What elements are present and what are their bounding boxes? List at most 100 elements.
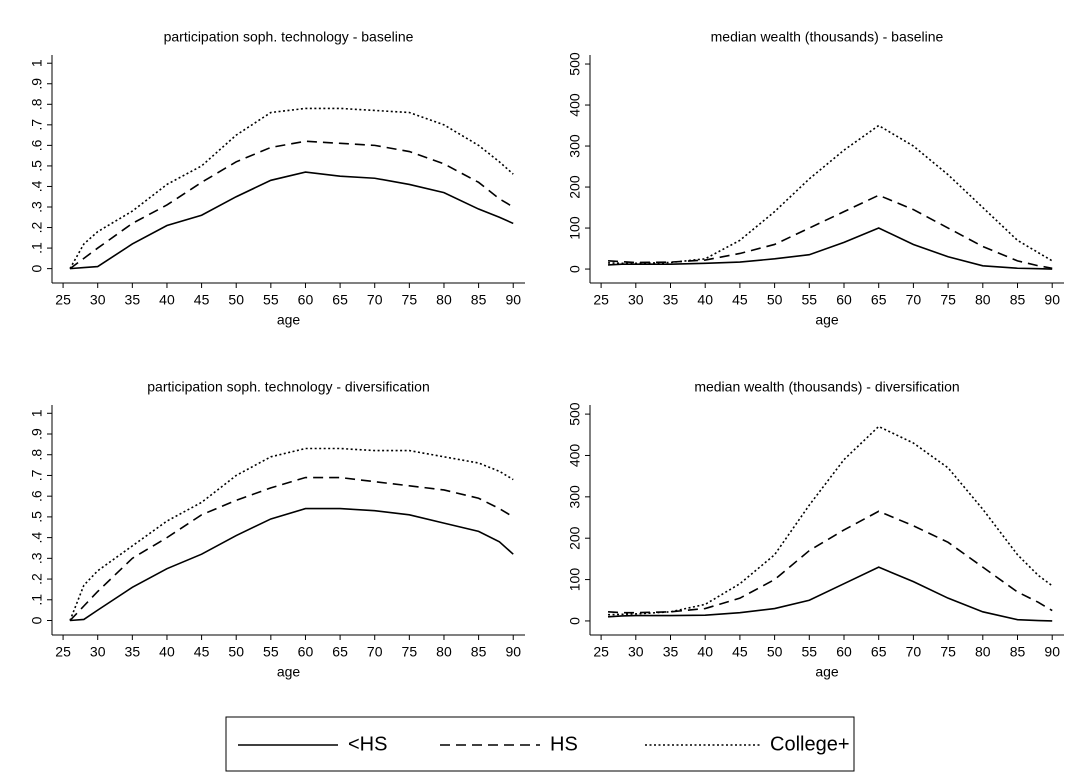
chart-title: median wealth (thousands) - baseline — [711, 29, 944, 45]
x-tick-label: 65 — [871, 292, 887, 308]
y-tick-label: 100 — [567, 216, 583, 240]
y-tick-label: 500 — [567, 52, 583, 76]
x-tick-label: 60 — [298, 644, 314, 660]
series-line — [69, 507, 514, 622]
x-tick-label: 30 — [628, 292, 644, 308]
y-tick-label: 300 — [567, 485, 583, 509]
y-tick-label: 200 — [567, 526, 583, 550]
x-tick-label: 60 — [836, 292, 852, 308]
x-tick-label: 50 — [228, 644, 244, 660]
x-tick-label: 85 — [1010, 292, 1026, 308]
y-tick-label: .8 — [29, 98, 45, 110]
y-tick-label: .7 — [29, 119, 45, 131]
x-tick-label: 40 — [697, 644, 713, 660]
x-tick-label: 25 — [593, 644, 609, 660]
legend-label: HS — [550, 733, 578, 755]
y-tick-label: .9 — [29, 428, 45, 440]
x-tick-label: 60 — [836, 644, 852, 660]
y-tick-label: 500 — [567, 402, 583, 426]
x-tick-label: 55 — [802, 644, 818, 660]
y-tick-label: 400 — [567, 93, 583, 117]
y-tick-label: 1 — [29, 409, 45, 417]
x-tick-label: 80 — [975, 644, 991, 660]
x-axis-label: age — [815, 664, 839, 680]
x-tick-label: 90 — [1044, 292, 1060, 308]
x-tick-label: 50 — [767, 644, 783, 660]
y-tick-label: .3 — [29, 552, 45, 564]
y-tick-label: .1 — [29, 242, 45, 254]
x-tick-label: 35 — [125, 644, 141, 660]
series-line — [608, 425, 1053, 616]
x-tick-label: 25 — [55, 292, 71, 308]
x-tick-label: 85 — [1010, 644, 1026, 660]
x-tick-label: 40 — [159, 292, 175, 308]
x-tick-label: 80 — [975, 292, 991, 308]
x-tick-label: 30 — [628, 644, 644, 660]
x-tick-label: 85 — [471, 292, 487, 308]
x-axis-label: age — [277, 664, 301, 680]
x-tick-label: 55 — [802, 292, 818, 308]
x-tick-label: 85 — [471, 644, 487, 660]
x-tick-label: 45 — [194, 292, 210, 308]
series-line — [69, 476, 514, 622]
x-tick-label: 25 — [55, 644, 71, 660]
x-tick-label: 70 — [367, 644, 383, 660]
x-tick-label: 65 — [332, 644, 348, 660]
x-tick-label: 75 — [940, 292, 956, 308]
x-tick-label: 35 — [125, 292, 141, 308]
series-line — [607, 227, 1053, 270]
x-tick-label: 50 — [767, 292, 783, 308]
chart-title: participation soph. technology - baselin… — [164, 29, 414, 45]
x-axis-label: age — [277, 312, 301, 328]
x-tick-label: 65 — [871, 644, 887, 660]
x-tick-label: 80 — [436, 292, 452, 308]
y-tick-label: .5 — [29, 160, 45, 172]
y-tick-label: .7 — [29, 469, 45, 481]
series-line — [69, 140, 514, 270]
x-tick-label: 75 — [402, 292, 418, 308]
y-tick-label: .5 — [29, 511, 45, 523]
x-tick-label: 80 — [436, 644, 452, 660]
y-tick-label: 0 — [567, 617, 583, 625]
y-tick-label: 400 — [567, 444, 583, 468]
x-tick-label: 35 — [663, 644, 679, 660]
chart-title: median wealth (thousands) - diversificat… — [694, 379, 959, 395]
series-line — [607, 510, 1053, 614]
y-tick-label: .2 — [29, 573, 45, 585]
y-tick-label: .9 — [29, 78, 45, 90]
y-tick-label: 0 — [29, 265, 45, 273]
x-tick-label: 90 — [505, 644, 521, 660]
x-tick-label: 70 — [906, 292, 922, 308]
x-tick-label: 30 — [90, 644, 106, 660]
chart-title: participation soph. technology - diversi… — [147, 379, 430, 395]
series-line — [69, 107, 514, 270]
y-tick-label: .2 — [29, 221, 45, 233]
y-tick-label: 200 — [567, 175, 583, 199]
x-tick-label: 65 — [332, 292, 348, 308]
y-tick-label: .1 — [29, 594, 45, 606]
y-tick-label: 300 — [567, 134, 583, 158]
legend-label: <HS — [348, 733, 387, 755]
x-tick-label: 35 — [663, 292, 679, 308]
x-tick-label: 90 — [505, 292, 521, 308]
x-tick-label: 30 — [90, 292, 106, 308]
y-tick-label: .4 — [29, 532, 45, 544]
series-line — [69, 447, 514, 621]
legend-label: College+ — [770, 733, 850, 755]
y-tick-label: .3 — [29, 201, 45, 213]
y-tick-label: 0 — [567, 265, 583, 273]
x-tick-label: 25 — [593, 292, 609, 308]
series-line — [607, 566, 1053, 622]
x-tick-label: 60 — [298, 292, 314, 308]
y-tick-label: .6 — [29, 490, 45, 502]
x-tick-label: 45 — [194, 644, 210, 660]
x-tick-label: 90 — [1044, 644, 1060, 660]
y-tick-label: .4 — [29, 180, 45, 192]
series-line — [69, 171, 514, 270]
y-tick-label: 1 — [29, 59, 45, 67]
x-tick-label: 40 — [697, 292, 713, 308]
x-axis-label: age — [815, 312, 839, 328]
x-tick-label: 75 — [940, 644, 956, 660]
x-tick-label: 50 — [228, 292, 244, 308]
